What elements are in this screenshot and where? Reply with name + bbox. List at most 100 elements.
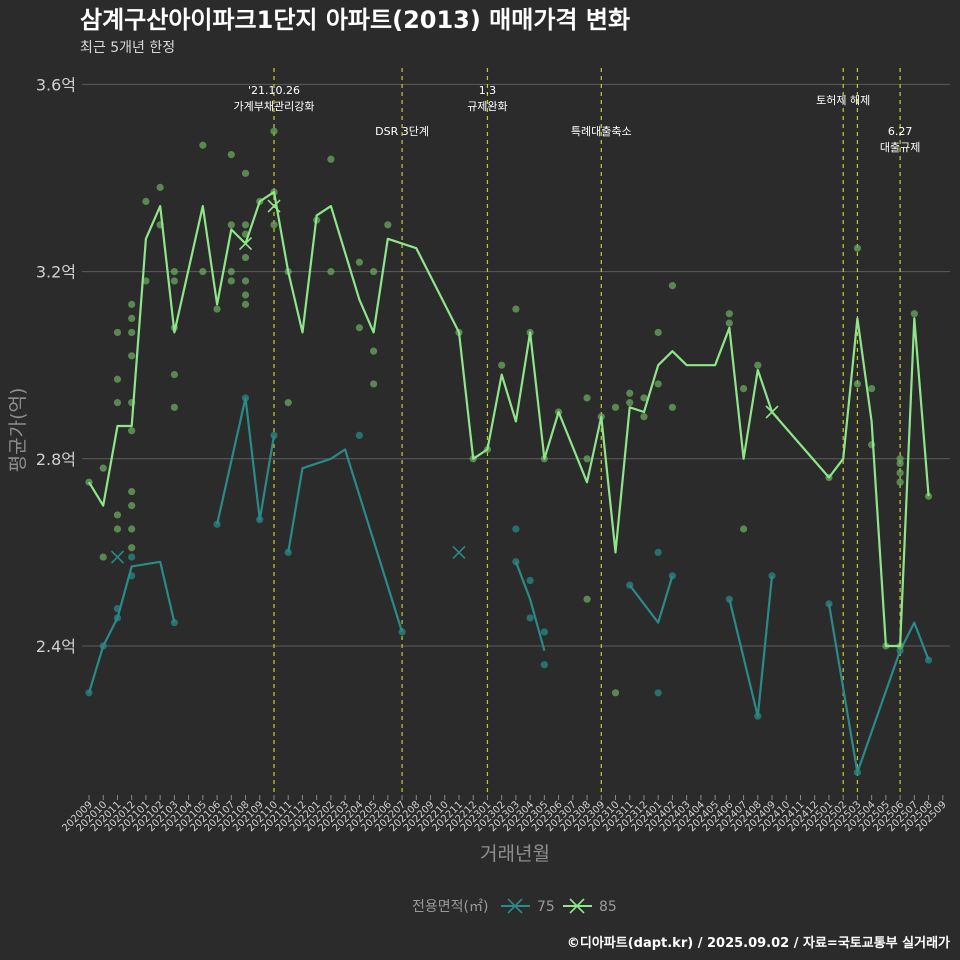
data-point-85 [640, 394, 648, 402]
data-point-85 [128, 487, 136, 496]
data-point-85 [270, 221, 278, 229]
data-point-75 [512, 525, 520, 533]
y-axis-label: 평균가(억) [7, 388, 29, 473]
data-point-85 [284, 399, 292, 407]
series-line-75-5 [728, 575, 774, 718]
data-point-75 [355, 431, 363, 439]
data-point-85 [241, 221, 250, 229]
data-point-85 [583, 394, 591, 402]
data-point-85 [654, 328, 662, 337]
data-point-85 [128, 427, 136, 435]
chart-title: 삼계구산아이파크1단지 아파트(2013) 매매가격 변화 [80, 6, 630, 34]
data-point-85 [498, 361, 506, 369]
data-point-85 [241, 300, 250, 308]
cancelled-marker-85 [765, 405, 779, 419]
data-point-85 [370, 347, 378, 355]
data-point-85 [241, 169, 250, 177]
footer-credit: ©디아파트(dapt.kr) / 2025.09.02 / 자료=국토교통부 실… [567, 935, 950, 951]
data-point-85 [370, 380, 378, 388]
series-line-75-4 [628, 575, 674, 624]
series-75 [85, 394, 933, 776]
data-point-85 [113, 399, 122, 407]
chart-subtitle: 최근 5개년 한정 [80, 40, 175, 56]
data-point-85 [241, 253, 250, 262]
cancelled-marker-85 [267, 199, 281, 213]
data-point-85 [213, 305, 221, 313]
data-point-85 [113, 328, 122, 337]
data-point-85 [611, 689, 620, 697]
data-point-85 [355, 324, 363, 332]
data-point-75 [768, 572, 776, 580]
data-point-85 [170, 277, 178, 285]
data-point-85 [128, 352, 136, 360]
data-point-85 [113, 375, 122, 383]
event-label: 6.27 [888, 125, 913, 138]
data-point-85 [113, 525, 122, 533]
data-point-85 [270, 127, 278, 135]
cancelled-stroke [765, 405, 779, 419]
data-point-85 [199, 141, 207, 149]
data-point-85 [896, 478, 904, 486]
data-point-85 [583, 455, 591, 463]
data-point-85 [227, 151, 235, 159]
legend: 전용면적(㎡) 75 85 [412, 898, 617, 915]
series-line-75-2 [287, 448, 404, 633]
series-line-75-3 [514, 561, 546, 651]
event-label: 가계부채관리강화 [234, 100, 315, 113]
data-point-85 [128, 314, 136, 322]
axes: 2.4억2.8억3.2억3.6억202009202010202011202012… [36, 75, 949, 834]
data-point-75 [654, 548, 662, 557]
gridlines [82, 83, 950, 647]
data-point-85 [725, 310, 733, 318]
data-point-85 [327, 155, 335, 163]
cancelled-stroke [110, 550, 125, 564]
series-line-75-6 [827, 603, 930, 774]
y-tick-label: 3.6억 [36, 75, 76, 94]
legend-title: 전용면적(㎡) [412, 899, 488, 915]
data-point-85 [128, 544, 136, 552]
data-point-85 [384, 221, 392, 229]
event-label: 토허제 해제 [816, 93, 870, 107]
x-axis-label: 거래년월 [480, 843, 550, 865]
event-label: 대출규제 [880, 141, 920, 154]
y-tick-label: 2.4억 [36, 637, 76, 656]
data-point-85 [142, 277, 150, 285]
data-point-85 [640, 413, 648, 421]
data-point-85 [910, 310, 918, 318]
data-point-85 [896, 459, 904, 468]
data-point-85 [227, 277, 235, 285]
series-line-75-1 [216, 396, 276, 525]
data-point-85 [241, 291, 250, 299]
data-point-85 [583, 595, 591, 603]
data-point-75 [654, 689, 662, 697]
data-point-85 [170, 403, 178, 411]
data-point-85 [128, 525, 136, 533]
data-point-85 [512, 305, 520, 313]
data-point-75 [128, 553, 136, 561]
data-point-85 [128, 300, 136, 308]
legend-label-75: 75 [537, 899, 555, 915]
data-point-85 [142, 197, 150, 205]
data-point-75 [540, 661, 548, 669]
data-point-75 [526, 614, 534, 622]
event-label: DSR 3단계 [375, 125, 429, 138]
data-point-85 [654, 380, 662, 388]
event-label: '21.10.26 [248, 84, 300, 97]
cancelled-stroke [452, 545, 466, 559]
event-label: 특례대출축소 [571, 125, 632, 138]
data-point-85 [128, 328, 136, 337]
data-point-85 [99, 553, 107, 561]
data-point-85 [170, 370, 178, 379]
data-point-85 [668, 403, 677, 411]
data-point-85 [754, 361, 762, 369]
data-point-85 [611, 403, 620, 411]
data-point-85 [626, 389, 634, 397]
cancelled-marker-75 [452, 545, 466, 559]
data-point-85 [170, 268, 178, 276]
data-point-85 [113, 511, 122, 519]
data-point-85 [128, 502, 136, 510]
data-point-85 [739, 385, 748, 393]
y-tick-label: 3.2억 [36, 263, 76, 282]
